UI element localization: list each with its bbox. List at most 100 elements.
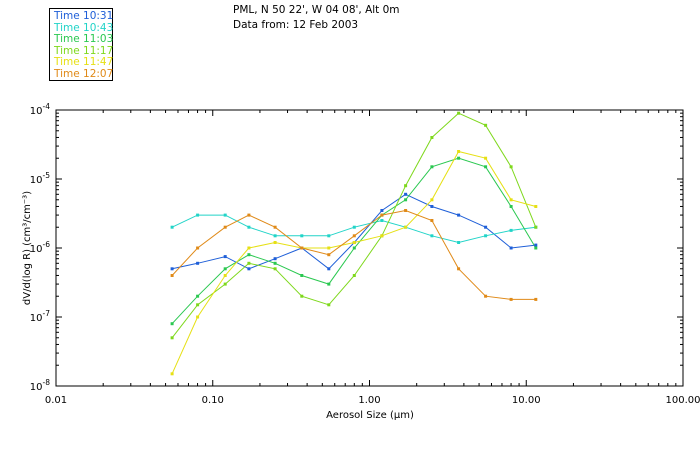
data-point (300, 234, 304, 238)
y-tick-label: 10-8 (30, 378, 50, 393)
data-point (457, 241, 461, 244)
data-point (380, 219, 384, 222)
data-point (404, 209, 408, 212)
series-line (171, 157, 537, 325)
y-tick-label: 10-6 (30, 240, 50, 255)
data-point (196, 213, 200, 217)
data-point (534, 205, 538, 208)
data-point (484, 294, 488, 298)
data-point (509, 246, 513, 250)
data-point (196, 246, 200, 250)
y-axis-title: dV/d(log R) (cm³/cm⁻³) (22, 191, 33, 305)
data-point (352, 246, 356, 250)
data-point (273, 267, 277, 271)
data-point (273, 257, 277, 261)
data-point (509, 198, 513, 202)
chart-location: PML, N 50 22', W 04 08', Alt 0m (233, 4, 400, 16)
data-point (170, 322, 174, 326)
legend-item: Time 11:47 (54, 56, 114, 68)
data-point (380, 213, 384, 217)
data-point (430, 198, 434, 202)
plot-frame (55, 109, 684, 387)
data-point (484, 165, 488, 169)
data-point (457, 111, 461, 115)
data-point (457, 267, 461, 271)
data-point (457, 213, 461, 217)
legend-box (49, 8, 113, 81)
data-point (404, 192, 408, 196)
data-point (327, 246, 331, 250)
data-point (196, 315, 200, 319)
data-point (327, 282, 331, 286)
data-point (352, 234, 356, 238)
legend-item: Time 11:17 (54, 44, 114, 57)
data-point (327, 253, 331, 257)
data-point (484, 225, 488, 229)
data-point (404, 198, 408, 202)
data-point (247, 267, 251, 271)
data-point (196, 294, 200, 298)
data-point (170, 274, 174, 277)
data-point (457, 156, 461, 160)
data-point (273, 241, 277, 244)
data-point (247, 225, 251, 229)
data-point (223, 282, 227, 286)
data-point (430, 205, 434, 208)
data-point (273, 261, 277, 265)
data-point (509, 165, 513, 169)
data-point (223, 274, 227, 277)
data-point (247, 246, 251, 250)
data-point (196, 303, 200, 307)
y-tick-label: 10-4 (30, 102, 50, 117)
data-point (484, 234, 488, 238)
data-point (430, 219, 434, 222)
data-point (223, 213, 227, 217)
series-line (171, 214, 536, 244)
x-tick-label: 0.10 (202, 395, 224, 406)
data-point (457, 150, 461, 153)
data-point (430, 165, 434, 169)
data-point (273, 225, 277, 229)
data-point (509, 205, 513, 208)
data-point (247, 253, 251, 257)
data-point (484, 156, 488, 160)
data-point (327, 234, 331, 238)
data-point (170, 225, 174, 229)
data-point (484, 123, 488, 127)
series-line (171, 209, 536, 300)
legend-item: Time 12:07 (54, 67, 114, 80)
data-point (247, 261, 251, 265)
data-point (404, 225, 408, 229)
x-axis-title: Aerosol Size (μm) (326, 410, 414, 421)
data-point (352, 274, 356, 277)
legend-item: Time 10:43 (54, 21, 114, 34)
data-point (380, 209, 384, 212)
data-point (300, 246, 304, 250)
chart-date: Data from: 12 Feb 2003 (233, 19, 359, 31)
data-point (327, 303, 331, 307)
data-point (170, 372, 174, 376)
data-point (380, 234, 384, 238)
data-point (223, 255, 227, 259)
data-point (352, 241, 356, 244)
data-point (509, 297, 513, 301)
x-tick-label: 0.01 (45, 395, 67, 406)
data-point (534, 297, 538, 301)
data-point (170, 336, 174, 340)
x-tick-label: 10.00 (512, 395, 541, 406)
y-tick-label: 10-5 (30, 171, 50, 186)
data-point (430, 234, 434, 238)
data-point (223, 267, 227, 271)
legend-item: Time 11:03 (54, 33, 114, 45)
data-point (534, 243, 538, 247)
data-point (430, 136, 434, 139)
data-point (534, 246, 538, 250)
data-point (300, 294, 304, 298)
legend-item: Time 10:31 (54, 10, 114, 22)
data-point (327, 267, 331, 271)
data-point (534, 225, 538, 229)
data-point (352, 225, 356, 229)
data-point (247, 213, 251, 217)
x-tick-label: 1.00 (358, 395, 380, 406)
